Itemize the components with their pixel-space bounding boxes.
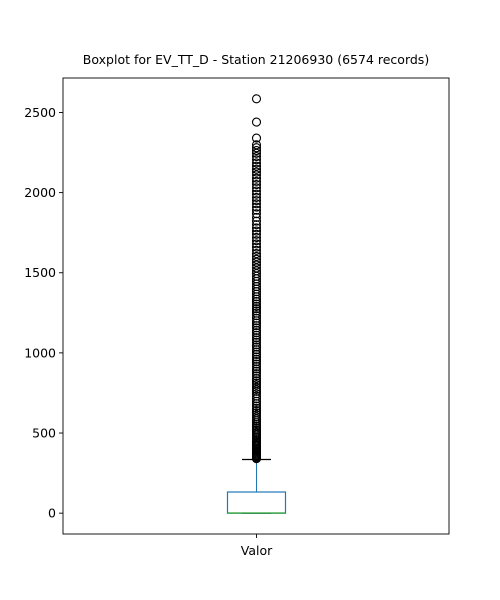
- outlier-point-33: [251, 406, 262, 416]
- outlier-point-35: [251, 401, 262, 411]
- y-tick-label-1: 500: [32, 426, 56, 441]
- outlier-point-94: [251, 257, 262, 267]
- outlier-point-111: [251, 202, 262, 212]
- outlier-point-93: [251, 260, 262, 270]
- outlier-point-106: [251, 220, 262, 230]
- outlier-point-39: [251, 391, 262, 401]
- outlier-point-52: [251, 361, 262, 372]
- outlier-point-95: [251, 254, 262, 264]
- outlier-point-99: [251, 242, 262, 252]
- outlier-point-132: [251, 133, 262, 143]
- outlier-point-73: [251, 311, 262, 321]
- outlier-point-107: [251, 216, 262, 226]
- outlier-point-57: [251, 349, 262, 360]
- outlier-point-125: [251, 158, 262, 168]
- outlier-point-130: [251, 143, 262, 153]
- outlier-point-43: [251, 382, 262, 392]
- outlier-point-104: [251, 226, 262, 236]
- outlier-point-74: [251, 308, 262, 318]
- y-tick-label-4: 2000: [24, 185, 56, 200]
- outlier-point-64: [251, 333, 262, 343]
- outlier-point-50: [251, 366, 262, 376]
- plot-area: 0 500 1000 1500 2000 2500 Valor: [24, 94, 287, 558]
- outlier-point-105: [251, 223, 262, 233]
- outlier-point-109: [251, 209, 262, 219]
- outlier-point-62: [251, 337, 262, 347]
- outlier-point-101: [251, 236, 262, 246]
- outlier-point-134: [251, 94, 262, 104]
- outlier-point-119: [251, 176, 262, 186]
- outlier-point-108: [251, 212, 262, 222]
- outlier-point-66: [251, 328, 262, 338]
- outlier-point-55: [251, 354, 262, 364]
- outlier-point-68: [251, 323, 262, 333]
- outlier-point-100: [251, 239, 262, 249]
- outlier-point-34: [251, 403, 262, 413]
- outlier-point-102: [251, 232, 262, 243]
- outlier-point-115: [251, 189, 262, 199]
- outlier-point-32: [251, 408, 262, 418]
- outlier-point-126: [251, 155, 262, 165]
- outlier-point-131: [251, 140, 262, 150]
- outlier-point-40: [251, 389, 262, 399]
- outlier-point-49: [251, 369, 262, 379]
- outlier-point-56: [251, 352, 262, 362]
- outlier-point-79: [251, 297, 262, 307]
- outlier-point-127: [251, 151, 262, 162]
- outlier-point-116: [251, 186, 262, 196]
- y-tick-label-3: 1500: [24, 265, 56, 280]
- outlier-point-121: [251, 170, 262, 180]
- outlier-point-123: [251, 164, 262, 174]
- outlier-point-96: [251, 251, 262, 261]
- y-tick-label-5: 2500: [24, 105, 56, 120]
- outlier-point-92: [251, 263, 262, 273]
- chart-title: Boxplot for EV_TT_D - Station 21206930 (…: [83, 52, 429, 67]
- outlier-point-45: [251, 378, 262, 388]
- outlier-point-53: [251, 359, 262, 369]
- axes-frame: [62, 77, 450, 535]
- outlier-point-54: [251, 356, 262, 367]
- outlier-point-110: [251, 205, 262, 215]
- outlier-point-98: [251, 245, 262, 255]
- outlier-point-97: [251, 248, 262, 259]
- outlier-point-67: [251, 325, 262, 335]
- outlier-point-91: [251, 266, 262, 276]
- outlier-point-77: [251, 301, 262, 311]
- outlier-point-63: [251, 335, 262, 345]
- outlier-point-117: [251, 183, 262, 193]
- outlier-point-47: [251, 373, 262, 384]
- outlier-point-114: [251, 192, 262, 202]
- outlier-point-120: [251, 173, 262, 183]
- outlier-point-113: [251, 196, 262, 206]
- outlier-point-46: [251, 376, 262, 386]
- outlier-point-129: [251, 146, 262, 156]
- outlier-point-118: [251, 180, 262, 190]
- outlier-point-38: [251, 394, 262, 404]
- outlier-point-75: [251, 306, 262, 316]
- outlier-point-65: [251, 330, 262, 340]
- outlier-point-103: [251, 229, 262, 239]
- outlier-point-70: [251, 318, 262, 328]
- outlier-point-61: [251, 340, 262, 350]
- outlier-point-76: [251, 304, 262, 314]
- outlier-point-48: [251, 371, 262, 381]
- outlier-point-59: [251, 345, 262, 355]
- outlier-point-58: [251, 347, 262, 357]
- outlier-point-78: [251, 299, 262, 309]
- y-tick-label-2: 1000: [24, 345, 56, 360]
- y-tick-label-0: 0: [48, 506, 56, 521]
- outlier-point-51: [251, 364, 262, 374]
- outlier-point-122: [251, 167, 262, 177]
- outlier-point-124: [251, 161, 262, 171]
- x-tick-label-0: Valor: [241, 543, 273, 558]
- outlier-point-72: [251, 313, 262, 323]
- outlier-point-69: [251, 321, 262, 331]
- outlier-point-133: [251, 117, 262, 127]
- outlier-point-112: [251, 199, 262, 209]
- outlier-point-60: [251, 342, 262, 352]
